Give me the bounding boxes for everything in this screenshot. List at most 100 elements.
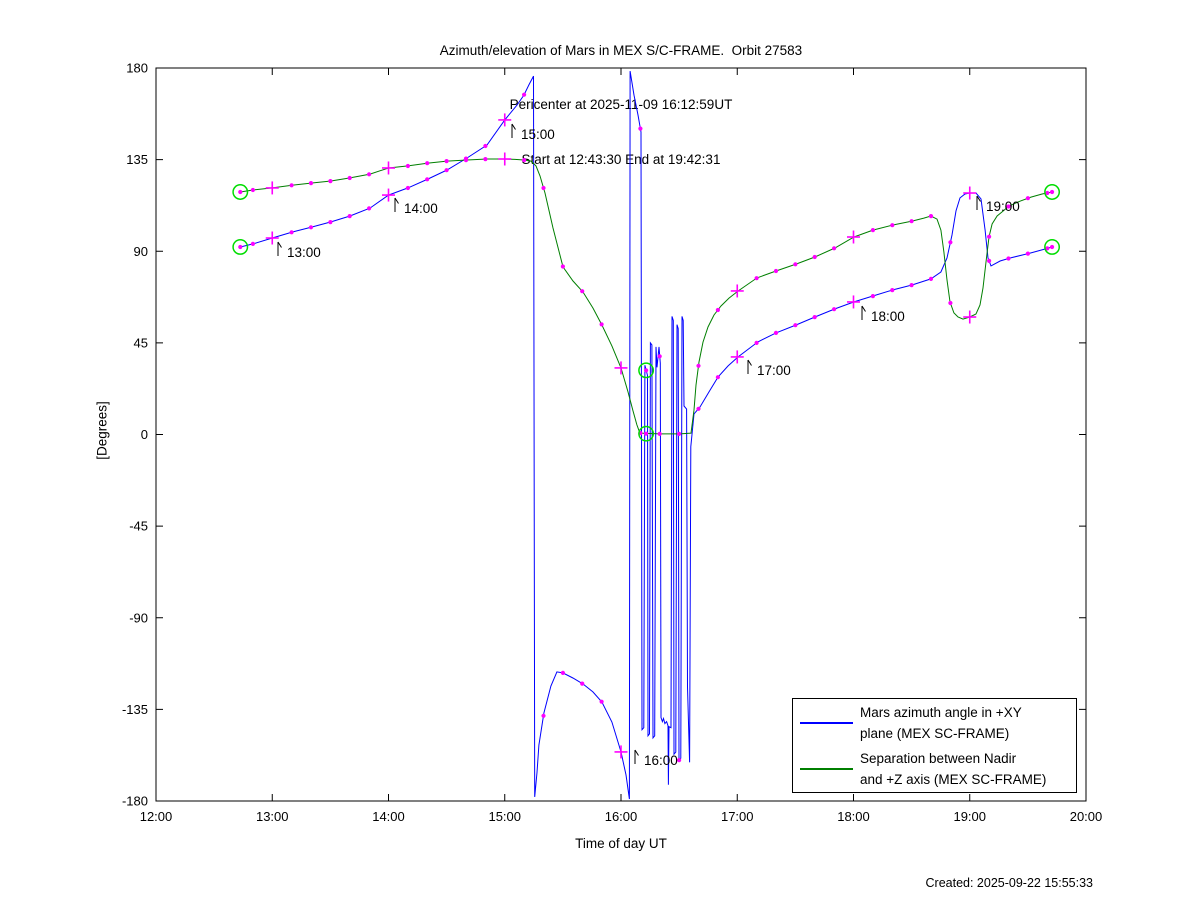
separation-sample-dot bbox=[832, 246, 837, 251]
azimuth-sample-dot bbox=[1006, 256, 1011, 261]
separation-sample-dot bbox=[463, 158, 469, 163]
azimuth-terminal-dot bbox=[1049, 244, 1055, 250]
azimuth-sample-dot bbox=[580, 681, 585, 686]
annotation-tick-barb bbox=[976, 195, 981, 202]
chart-title-line3: Start at 12:43:30 End at 19:42:31 bbox=[521, 152, 721, 168]
y-tick-label: 180 bbox=[126, 61, 148, 76]
y-tick-label: -90 bbox=[129, 610, 148, 625]
legend-label-azimuth-line1: Mars azimuth angle in +XY bbox=[860, 704, 1022, 720]
annotation-label: 17:00 bbox=[757, 363, 791, 378]
azimuth-sample-dot bbox=[347, 214, 352, 219]
annotation-tick-barb bbox=[277, 241, 282, 248]
separation-terminal-circle bbox=[232, 184, 249, 200]
separation-sample-dot bbox=[1025, 196, 1030, 201]
legend-label-separation-line1: Separation between Nadir bbox=[860, 750, 1017, 766]
separation-sample-dot bbox=[1006, 204, 1011, 209]
azimuth-sample-dot bbox=[1045, 246, 1050, 251]
azimuth-terminal-circle bbox=[638, 362, 655, 379]
separation-sample-dot bbox=[715, 307, 721, 313]
x-tick-label: 15:00 bbox=[488, 809, 521, 824]
separation-sample-dot bbox=[948, 300, 953, 306]
annotation-label: 13:00 bbox=[287, 245, 321, 260]
azimuth-sample-dot bbox=[522, 92, 527, 97]
x-tick-label: 13:00 bbox=[256, 809, 289, 824]
separation-sample-dot bbox=[541, 185, 546, 191]
separation-sample-dot bbox=[1045, 190, 1050, 196]
y-tick-label: -180 bbox=[122, 794, 148, 809]
legend-item-separation: Separation between Nadir and +Z axis (ME… bbox=[793, 748, 1076, 790]
azimuth-sample-dot bbox=[928, 276, 934, 281]
annotation-label: 14:00 bbox=[404, 201, 438, 216]
azimuth-sample-dot bbox=[250, 241, 255, 246]
azimuth-sample-dot bbox=[483, 143, 488, 149]
separation-terminal-circle bbox=[1044, 184, 1061, 200]
y-tick-label: 0 bbox=[141, 427, 148, 442]
separation-sample-dot bbox=[870, 228, 876, 233]
separation-sample-dot bbox=[289, 183, 294, 188]
separation-sample-dot bbox=[444, 159, 449, 164]
separation-sample-dot bbox=[328, 179, 333, 184]
y-tick-label: 45 bbox=[134, 335, 148, 350]
x-tick-label: 20:00 bbox=[1070, 809, 1103, 824]
legend: Mars azimuth angle in +XY plane (MEX SC-… bbox=[792, 698, 1077, 793]
separation-sample-dot bbox=[928, 214, 934, 219]
separation-sample-dot bbox=[599, 322, 604, 327]
legend-label-azimuth: Mars azimuth angle in +XY plane (MEX SC-… bbox=[860, 702, 1022, 744]
separation-sample-dot bbox=[677, 431, 682, 436]
legend-label-separation: Separation between Nadir and +Z axis (ME… bbox=[860, 748, 1046, 790]
separation-sample-dot bbox=[890, 223, 895, 228]
azimuth-sample-dot bbox=[987, 258, 992, 263]
separation-sample-dot bbox=[812, 254, 817, 260]
azimuth-sample-dot bbox=[599, 699, 604, 704]
x-axis-label: Time of day UT bbox=[575, 836, 667, 851]
separation-sample-dot bbox=[250, 187, 255, 193]
chart-title-line1: Azimuth/elevation of Mars in MEX S/C-FRA… bbox=[439, 42, 803, 58]
separation-sample-dot bbox=[483, 157, 488, 162]
separation-terminal-dot bbox=[644, 431, 649, 436]
azimuth-sample-dot bbox=[677, 758, 682, 763]
separation-sample-dot bbox=[909, 219, 914, 224]
x-tick-label: 12:00 bbox=[140, 809, 173, 824]
annotation-tick-barb bbox=[394, 197, 399, 204]
legend-item-azimuth: Mars azimuth angle in +XY plane (MEX SC-… bbox=[793, 702, 1076, 744]
azimuth-sample-dot bbox=[1025, 251, 1030, 256]
azimuth-sample-dot bbox=[832, 307, 837, 312]
azimuth-terminal-dot bbox=[238, 244, 243, 250]
azimuth-terminal-circle bbox=[1044, 239, 1061, 255]
separation-sample-dot bbox=[754, 276, 759, 281]
separation-sample-dot bbox=[405, 163, 410, 169]
separation-curve bbox=[240, 158, 1053, 435]
annotation-tick-barb bbox=[861, 305, 866, 312]
annotation-label: 16:00 bbox=[644, 753, 678, 768]
azimuth-terminal-circle bbox=[232, 239, 249, 255]
azimuth-sample-dot bbox=[308, 225, 314, 230]
y-tick-label: 135 bbox=[126, 152, 148, 167]
separation-sample-dot bbox=[560, 264, 566, 269]
y-tick-label: 90 bbox=[134, 244, 148, 259]
annotation-label: 19:00 bbox=[986, 199, 1020, 214]
separation-sample-dot bbox=[696, 363, 701, 368]
separation-terminal-dot bbox=[1049, 189, 1055, 195]
azimuth-sample-dot bbox=[560, 670, 566, 676]
azimuth-sample-dot bbox=[754, 340, 759, 345]
chart-title-line2: Pericenter at 2025-11-09 16:12:59UT bbox=[509, 97, 733, 113]
x-tick-label: 18:00 bbox=[837, 809, 870, 824]
x-tick-label: 19:00 bbox=[953, 809, 986, 824]
azimuth-sample-dot bbox=[638, 126, 643, 131]
azimuth-sample-dot bbox=[367, 206, 372, 211]
azimuth-sample-dot bbox=[812, 315, 817, 320]
azimuth-line-swatch bbox=[800, 721, 853, 724]
azimuth-sample-dot bbox=[793, 323, 798, 328]
created-timestamp: Created: 2025-09-22 15:55:33 bbox=[925, 876, 1094, 890]
y-axis-label: [Degrees] bbox=[94, 401, 110, 460]
azimuth-sample-dot bbox=[696, 406, 701, 411]
y-tick-label: -45 bbox=[129, 519, 148, 534]
y-tick-label: -135 bbox=[122, 702, 148, 717]
azimuth-sample-dot bbox=[715, 375, 721, 380]
azimuth-sample-dot bbox=[948, 240, 953, 245]
azimuth-sample-dot bbox=[425, 177, 430, 182]
plot-border bbox=[155, 67, 1087, 802]
azimuth-sample-dot bbox=[890, 288, 895, 293]
